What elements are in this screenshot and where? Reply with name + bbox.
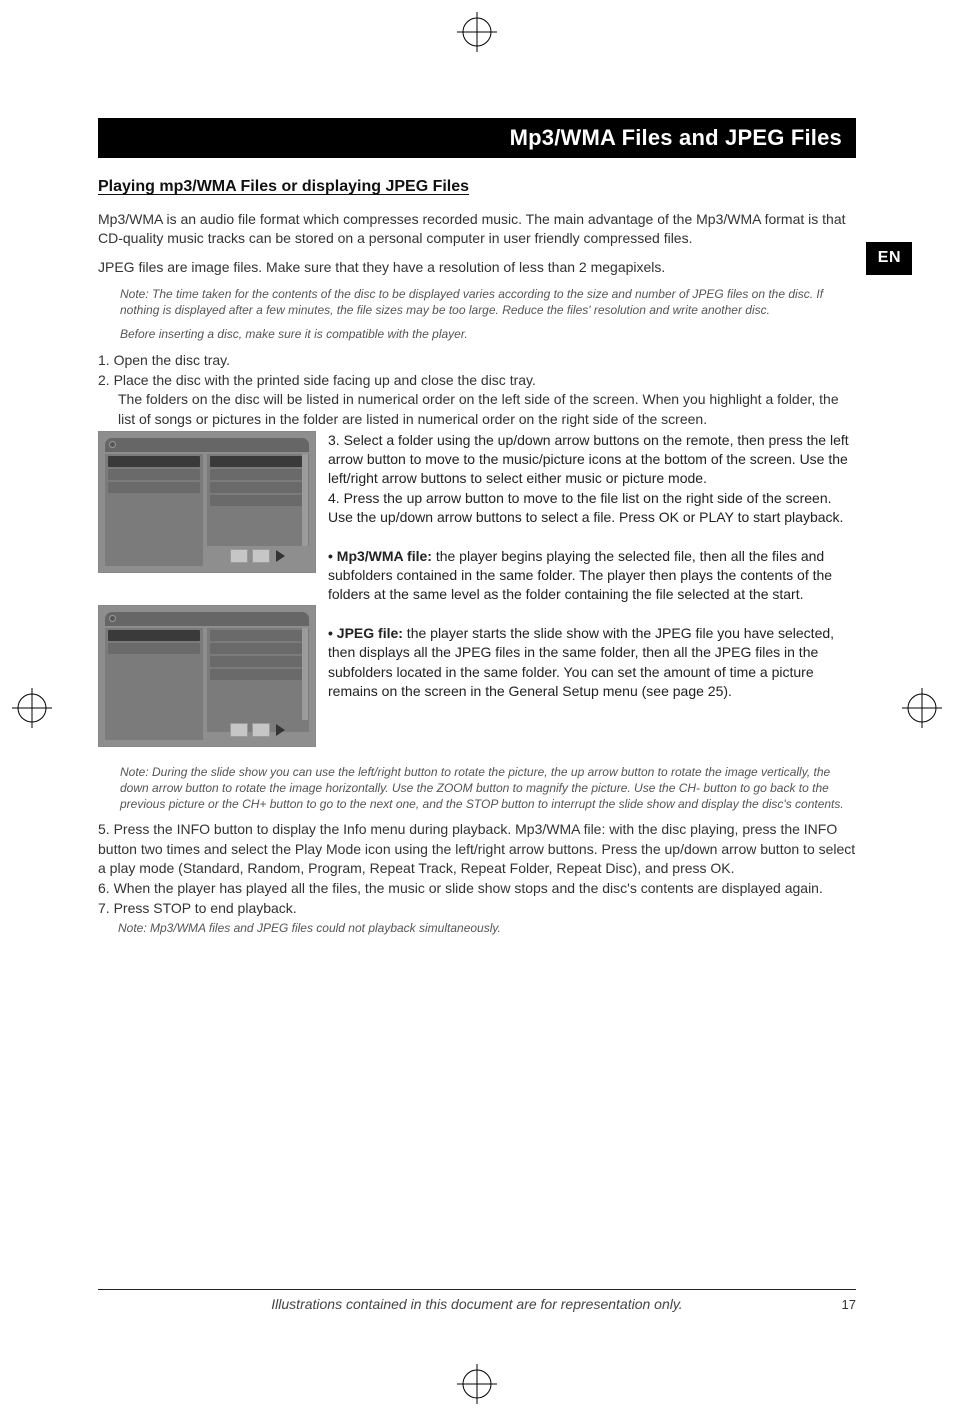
jpeg-bullet-text: the player starts the slide show with th…	[328, 625, 834, 699]
note-compatibility: Before inserting a disc, make sure it is…	[120, 326, 856, 342]
step-6: 6. When the player has played all the fi…	[98, 879, 856, 898]
note-disc-time: Note: The time taken for the contents of…	[120, 286, 856, 318]
section-title-bar: Mp3/WMA Files and JPEG Files	[98, 118, 856, 158]
footer-caption: Illustrations contained in this document…	[98, 1295, 856, 1314]
step-2: 2. Place the disc with the printed side …	[98, 371, 856, 429]
mp3-bullet-lead: • Mp3/WMA file:	[328, 548, 432, 564]
note-slideshow: Note: During the slide show you can use …	[120, 764, 856, 813]
language-tab: EN	[866, 242, 912, 275]
page-number: 17	[842, 1296, 856, 1314]
browser-screenshot-mp3	[98, 431, 316, 573]
step-7: 7. Press STOP to end playback.	[98, 899, 856, 918]
step-4: 4. Press the up arrow button to move to …	[328, 490, 843, 525]
section-heading: Playing mp3/WMA Files or displaying JPEG…	[98, 176, 856, 198]
crop-mark-right	[902, 688, 942, 728]
step-2-lead: 2. Place the disc with the printed side …	[98, 372, 536, 388]
step-1: 1. Open the disc tray.	[98, 351, 856, 370]
thumbnails-and-steps: 3. Select a folder using the up/down arr…	[98, 431, 856, 758]
step-5: 5. Press the INFO button to display the …	[98, 820, 856, 878]
note-simultaneous: Note: Mp3/WMA files and JPEG files could…	[118, 920, 856, 936]
intro-paragraph-2: JPEG files are image files. Make sure th…	[98, 258, 856, 277]
page-content: Mp3/WMA Files and JPEG Files EN Playing …	[98, 118, 856, 1336]
browser-screenshot-jpeg	[98, 605, 316, 747]
crop-mark-bottom	[457, 1364, 497, 1404]
step-3: 3. Select a folder using the up/down arr…	[328, 432, 849, 487]
crop-mark-left	[12, 688, 52, 728]
footer-rule	[98, 1289, 856, 1290]
step-2-sub: The folders on the disc will be listed i…	[98, 390, 856, 429]
jpeg-bullet-lead: • JPEG file:	[328, 625, 403, 641]
intro-paragraph-1: Mp3/WMA is an audio file format which co…	[98, 210, 856, 249]
crop-mark-top	[457, 12, 497, 52]
